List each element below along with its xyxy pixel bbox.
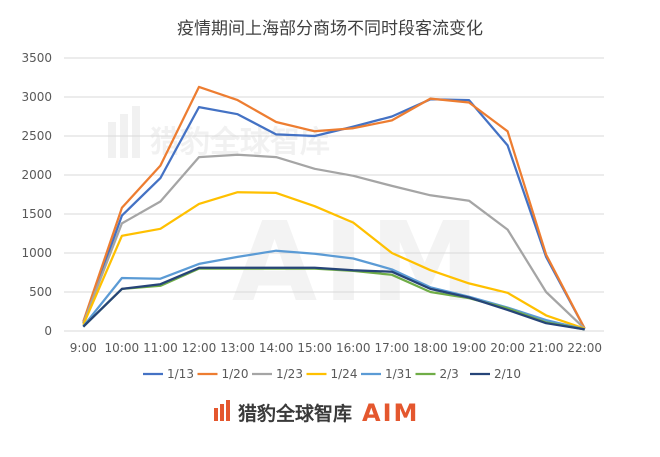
logo-brand-en: AIM [362,399,419,427]
series-lines [82,85,586,331]
y-tick-label: 0 [44,324,52,338]
y-tick-label: 3000 [21,90,52,104]
x-tick-label: 10:00 [105,341,140,355]
series-line-1-24 [82,191,586,330]
series-line-1-20 [82,85,586,330]
legend-label: 1/24 [331,367,358,381]
x-tick-label: 16:00 [336,341,371,355]
x-tick-label: 18:00 [413,341,448,355]
y-tick-label: 1500 [21,207,52,221]
x-tick-label: 14:00 [259,341,294,355]
legend: 1/13 1/20 1/23 1/24 1/31 2/3 2/10 [143,367,521,381]
x-tick-label: 11:00 [143,341,178,355]
chart-title: 疫情期间上海部分商场不同时段客流变化 [177,19,483,39]
series-line-1-23 [82,153,586,330]
y-tick-label: 1000 [21,246,52,260]
x-tick-label: 15:00 [297,341,332,355]
y-tick-label: 2500 [21,129,52,143]
y-tick-label: 3500 [21,51,52,65]
y-tick-label: 2000 [21,168,52,182]
legend-label: 2/10 [494,367,521,381]
footer-logo: 猎豹全球智库 AIM [214,399,419,427]
watermark-brand-en: AIM [232,198,486,326]
logo-brand-cn: 猎豹全球智库 [238,402,352,425]
legend-label: 1/20 [222,367,249,381]
x-tick-label: 13:00 [220,341,255,355]
series-line-2-10 [82,266,585,331]
watermark-logo-icon [108,106,140,158]
legend-label: 1/13 [167,367,194,381]
series-line-1-13 [82,98,586,330]
y-tick-label: 500 [29,285,52,299]
x-tick-label: 12:00 [182,341,217,355]
x-tick-label: 21:00 [529,341,564,355]
x-axis: 9:00 10:00 11:00 12:00 13:00 14:00 15:00 16:00 1… [70,341,602,355]
logo-bars-icon [214,400,230,421]
watermark: 猎豹全球智库 AIM [108,106,486,326]
legend-label: 2/3 [440,367,459,381]
x-tick-label: 22:00 [567,341,602,355]
y-axis: 0 500 1000 1500 2000 2500 3000 3500 [21,51,52,338]
x-tick-label: 19:00 [452,341,487,355]
grid [64,57,604,332]
legend-label: 1/31 [385,367,412,381]
legend-label: 1/23 [276,367,303,381]
x-tick-label: 20:00 [490,341,525,355]
x-tick-label: 9:00 [70,341,97,355]
x-tick-label: 17:00 [375,341,410,355]
